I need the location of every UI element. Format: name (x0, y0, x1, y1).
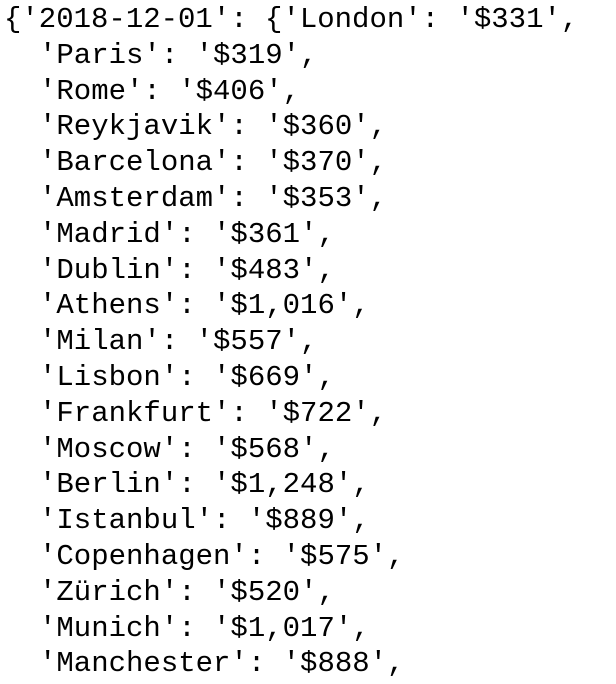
output-line: 'Istanbul': '$889', (39, 504, 370, 538)
output-line: 'Milan': '$557', (39, 325, 318, 359)
output-line: 'Paris': '$319', (39, 38, 318, 72)
output-line: 'Frankfurt': '$722', (39, 396, 388, 430)
output-line: 'Reykjavik': '$360', (39, 110, 388, 144)
output-line: 'Moscow': '$568', (39, 432, 335, 466)
output-line: 'Copenhagen': '$575', (39, 539, 405, 573)
output-line: 'Dublin': '$483', (39, 253, 335, 287)
output-line: 'Berlin': '$1,248', (39, 468, 370, 502)
output-line: 'Athens': '$1,016', (39, 289, 370, 323)
output-line: 'Munich': '$1,017', (39, 611, 370, 645)
output-line: 'Zürich': '$520', (39, 575, 335, 609)
output-line: 'Lisbon': '$669', (39, 360, 335, 394)
output-line: {'2018-12-01': {'London': '$331', (4, 3, 579, 36)
output-line: 'Barcelona': '$370', (39, 146, 388, 180)
output-line: 'Amsterdam': '$353', (39, 181, 388, 215)
output-line: 'Rome': '$406', (39, 74, 301, 108)
output-line: 'Manchester': '$888', (39, 647, 405, 681)
output-line: 'Madrid': '$361', (39, 217, 335, 251)
